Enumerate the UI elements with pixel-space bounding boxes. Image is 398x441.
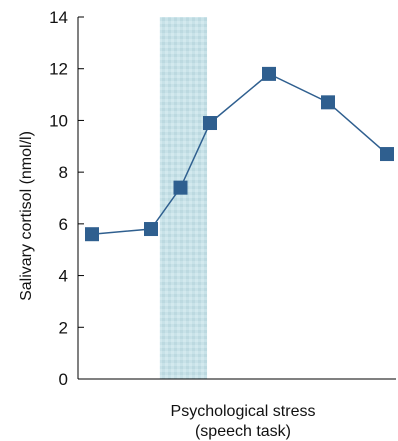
y-tick-label: 14 bbox=[49, 8, 68, 27]
y-tick-label: 4 bbox=[59, 267, 68, 286]
y-tick-label: 8 bbox=[59, 163, 68, 182]
data-point-marker bbox=[85, 227, 99, 242]
y-axis-title: Salivary cortisol (nmol/l) bbox=[18, 131, 35, 301]
data-point-marker bbox=[203, 116, 217, 131]
y-axis: 0 2 4 6 8 10 12 14 bbox=[49, 8, 84, 389]
cortisol-data-points bbox=[85, 66, 394, 242]
y-tick-label: 10 bbox=[49, 111, 68, 130]
data-point-marker bbox=[262, 66, 276, 81]
data-point-marker bbox=[173, 180, 188, 195]
y-tick-label: 6 bbox=[59, 215, 68, 234]
data-point-marker bbox=[321, 95, 335, 110]
cortisol-series-line bbox=[91, 73, 388, 235]
x-axis-title-line-2: (speech task) bbox=[195, 423, 291, 440]
y-tick-label: 0 bbox=[59, 370, 68, 389]
y-tick-label: 12 bbox=[49, 60, 68, 79]
y-tick-label: 2 bbox=[59, 318, 68, 337]
data-point-marker bbox=[144, 222, 158, 237]
data-point-marker bbox=[380, 147, 394, 162]
stress-period-band bbox=[159, 17, 208, 379]
x-axis-title-line-1: Psychological stress bbox=[171, 403, 316, 420]
